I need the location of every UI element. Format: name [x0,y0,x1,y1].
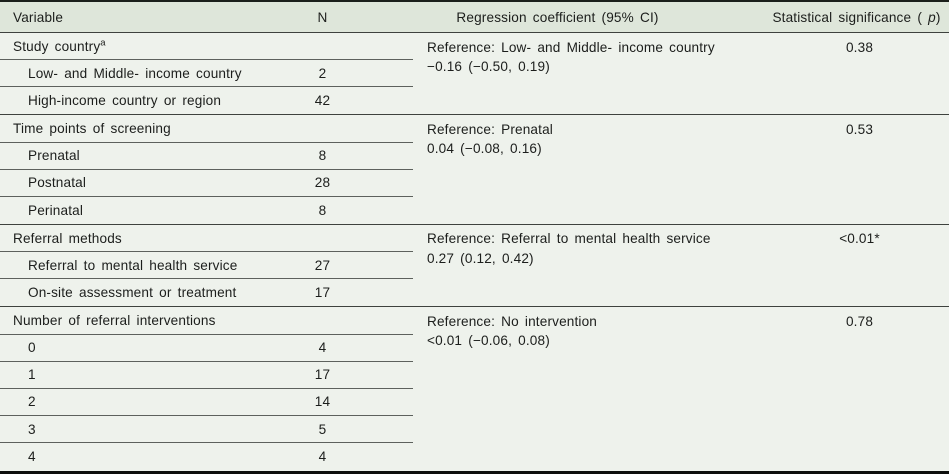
section-title: Number of referral interventions [0,313,232,328]
section-title: Time points of screening [0,121,232,136]
p-value: 0.38 [845,39,874,55]
row-label: On-site assessment or treatment [28,285,237,301]
reference-line: Reference: Prenatal [427,121,553,137]
coefficient-line: −0.16 (−0.50, 0.19) [427,59,550,74]
section-title: Study countrya [0,37,232,54]
row-n-value: 17 [314,367,331,383]
row-label: Referral to mental health service [28,257,238,273]
table-row: Postnatal 28 [0,170,413,197]
col-header-statistical-significance: Statistical significance ( p) [770,10,949,25]
section-title-text: Referral methods [13,230,122,246]
row-n-value: 4 [318,449,327,465]
table-row: Perinatal 8 [0,197,413,224]
section-title-text: Time points of screening [13,120,171,136]
regression-coefficient-cell: Reference: Prenatal 0.04 (−0.08, 0.16) [413,115,770,224]
reference-line: Reference: No intervention [427,313,598,329]
section-title-row: Number of referral interventions [0,307,413,335]
p-value: 0.78 [845,313,874,329]
row-label: 2 [28,394,36,410]
section-title-row: Time points of screening [0,115,413,143]
table-section: Number of referral interventions 0 4 1 1… [0,307,949,470]
row-label: Prenatal [28,148,80,164]
p-value: 0.53 [845,121,874,137]
coefficient-line: <0.01 (−0.06, 0.08) [427,333,550,349]
row-label: 0 [28,340,36,356]
table-row: High-income country or region 42 [0,87,413,114]
regression-coefficient-cell: Reference: Referral to mental health ser… [413,225,770,306]
table-row: Prenatal 8 [0,143,413,170]
row-n-value: 27 [314,257,331,273]
row-label: 1 [28,367,36,383]
significance-header-suffix: ) [935,9,941,25]
section-title-row: Referral methods [0,225,413,253]
table-row: Low- and Middle- income country 2 [0,60,413,88]
section-title-text: Number of referral interventions [13,312,216,328]
regression-coefficient-cell: Reference: No intervention <0.01 (−0.06,… [413,307,770,470]
row-n-value: 28 [314,175,331,191]
table-row: 3 5 [0,416,413,444]
row-n-value: 5 [318,421,327,437]
col-header-regression-coefficient: Regression coefficient (95% CI) [456,9,659,25]
col-header-variable: Variable [13,9,64,25]
row-n-value: 2 [318,65,327,81]
table-row: 1 17 [0,362,413,389]
section-variable-rows: Study countrya Low- and Middle- income c… [0,33,413,114]
table-row: 0 4 [0,335,413,362]
section-title-footnote-marker: a [100,37,106,49]
table-section: Time points of screening Prenatal 8 Post… [0,115,949,225]
row-n-value: 4 [318,340,327,356]
table-body: Study countrya Low- and Middle- income c… [0,33,949,470]
row-n-value: 42 [314,93,331,109]
row-label: High-income country or region [28,93,222,109]
table-row: Referral to mental health service 27 [0,252,413,280]
section-variable-rows: Time points of screening Prenatal 8 Post… [0,115,413,224]
row-label: Low- and Middle- income country [28,65,242,81]
coefficient-line: 0.27 (0.12, 0.42) [427,250,534,266]
row-label: 4 [28,449,36,465]
p-value: <0.01* [839,231,880,247]
row-label: 3 [28,421,36,437]
regression-coefficient-cell: Reference: Low- and Middle- income count… [413,33,770,114]
col-header-n: N [317,9,328,25]
table-row: On-site assessment or treatment 17 [0,279,413,306]
section-variable-rows: Number of referral interventions 0 4 1 1… [0,307,413,470]
row-n-value: 14 [314,394,331,410]
row-label: Postnatal [28,175,87,191]
table-header-row: Variable N Regression coefficient (95% C… [0,2,949,33]
section-title-text: Study country [13,38,101,54]
reference-line: Reference: Referral to mental health ser… [427,231,711,247]
table-section: Study countrya Low- and Middle- income c… [0,33,949,116]
section-title-row: Study countrya [0,33,413,61]
coefficient-line: 0.04 (−0.08, 0.16) [427,141,542,157]
table-section: Referral methods Referral to mental heal… [0,225,949,308]
table-row: 2 14 [0,389,413,416]
row-n-value: 17 [314,285,331,301]
section-title: Referral methods [0,231,232,246]
row-n-value: 8 [318,202,327,218]
row-label: Perinatal [28,202,84,218]
significance-header-p-italic: p [928,9,936,25]
section-variable-rows: Referral methods Referral to mental heal… [0,225,413,306]
significance-header-prefix: Statistical significance ( [772,9,929,25]
row-n-value: 8 [318,148,327,164]
reference-line: Reference: Low- and Middle- income count… [427,39,715,55]
table-row: 4 4 [0,443,413,470]
